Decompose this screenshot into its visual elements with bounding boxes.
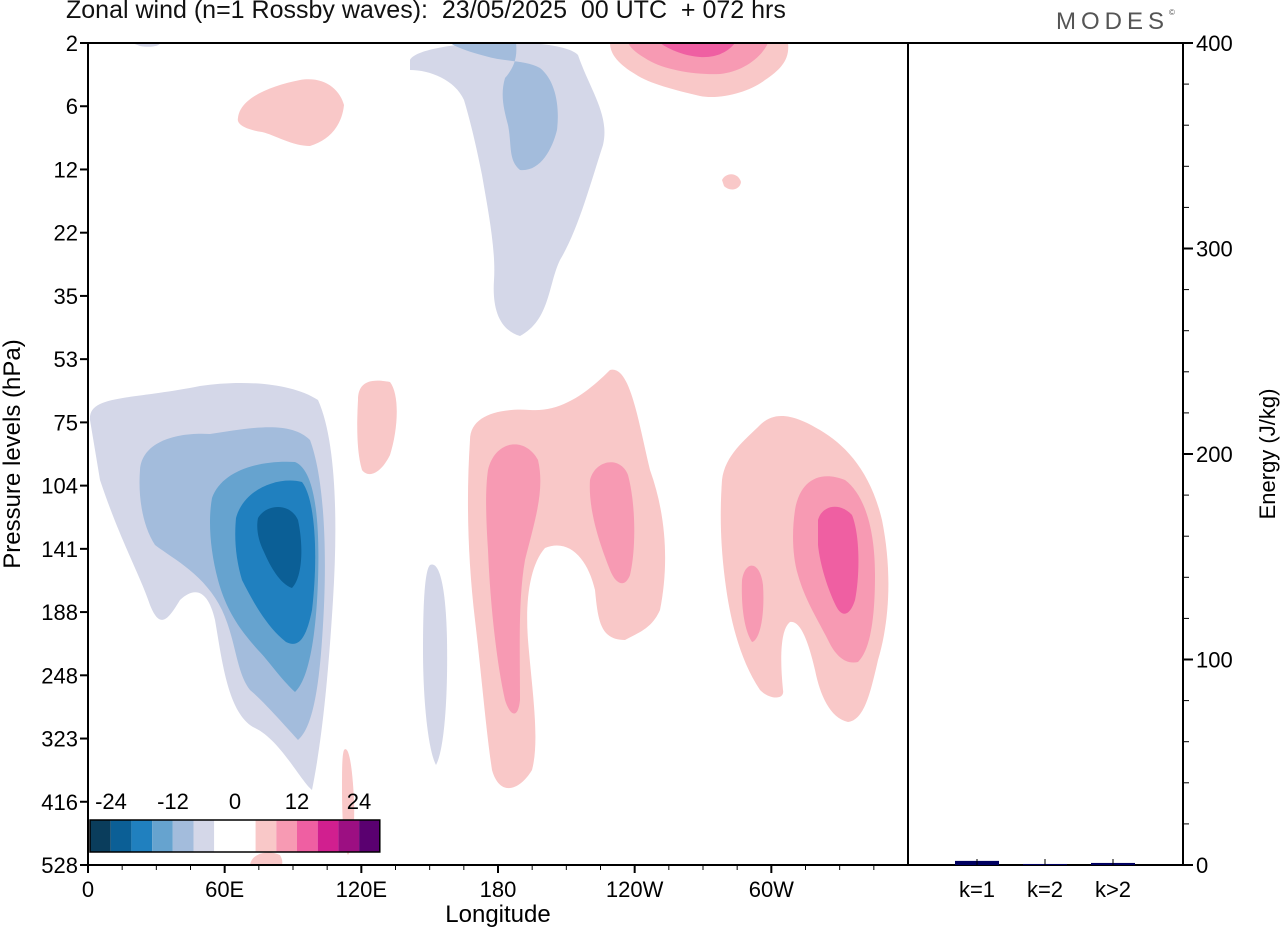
energy-tick-label: 400 xyxy=(1196,31,1233,56)
colorbar-cell xyxy=(276,820,297,852)
y-tick-label: 323 xyxy=(41,727,78,752)
x-axis-ticks: 0 60E 120E 180 120W 60W xyxy=(82,865,875,902)
y-axis-label: Pressure levels (hPa) xyxy=(0,339,26,568)
y-tick-label: 141 xyxy=(41,537,78,562)
y-tick-label: 528 xyxy=(41,853,78,878)
colorbar-cell xyxy=(152,820,173,852)
brand-name: MODES xyxy=(1056,8,1170,35)
y-tick-label: 22 xyxy=(54,221,78,246)
contour-pos-west-small xyxy=(741,565,764,642)
colorbar-cell xyxy=(338,820,360,852)
colorbar-cell xyxy=(110,820,132,852)
contour-pos-120e-blob xyxy=(357,380,397,475)
energy-tick-label: 0 xyxy=(1196,853,1208,878)
y-tick-label: 6 xyxy=(66,94,78,119)
contour-pos-tiny-blob xyxy=(722,174,741,190)
energy-tick-label: 100 xyxy=(1196,648,1233,673)
energy-axis-label: Energy (J/kg) xyxy=(1255,389,1280,520)
contour-field xyxy=(89,43,889,865)
energy-tick-label: 200 xyxy=(1196,442,1233,467)
x-tick-label: 0 xyxy=(82,877,94,902)
x-tick-label: 120W xyxy=(606,877,664,902)
x-tick-label: 180 xyxy=(480,877,517,902)
colorbar-cell xyxy=(234,820,256,852)
colorbar-cell xyxy=(214,820,235,852)
y-axis-ticks: 2 6 12 22 35 53 75 104 141 188 248 323 416 528 xyxy=(41,31,88,878)
energy-axis-ticks: 0 100 200 300 400 xyxy=(1183,31,1233,878)
y-tick-label: 75 xyxy=(54,410,78,435)
energy-bars: k=1 k=2 k>2 xyxy=(955,859,1135,902)
contour-pos-strat-blob xyxy=(237,79,344,146)
energy-tick-label: 300 xyxy=(1196,237,1233,262)
y-tick-label: 416 xyxy=(41,790,78,815)
colorbar-cell xyxy=(172,820,194,852)
contour-neg-level5 xyxy=(257,507,302,588)
chart-title: Zonal wind (n=1 Rossby waves): 23/05/202… xyxy=(66,0,786,24)
contour-pos-upper-l2 xyxy=(628,43,768,75)
bar-category-label: k=2 xyxy=(1027,877,1063,902)
brand-logo: MODES© xyxy=(1056,8,1175,36)
colorbar-label: 0 xyxy=(229,789,241,814)
y-tick-label: 248 xyxy=(41,663,78,688)
colorbar-cell xyxy=(193,820,215,852)
colorbar: -24 -12 0 12 24 xyxy=(89,789,381,853)
colorbar-label: -24 xyxy=(95,789,127,814)
x-axis-label: Longitude xyxy=(445,901,550,928)
colorbar-cell xyxy=(255,820,277,852)
colorbar-cell xyxy=(317,820,339,852)
y-tick-label: 12 xyxy=(54,157,78,182)
y-tick-label: 53 xyxy=(54,347,78,372)
y-tick-label: 188 xyxy=(41,600,78,625)
contour-pos-dateline-l2 xyxy=(486,444,541,714)
copyright-mark: © xyxy=(1169,8,1175,17)
colorbar-frame xyxy=(89,819,381,853)
x-tick-label: 60W xyxy=(749,877,794,902)
y-tick-label: 104 xyxy=(41,474,78,499)
y-tick-label: 2 xyxy=(66,31,78,56)
colorbar-cell xyxy=(131,820,153,852)
x-tick-label: 120E xyxy=(336,877,387,902)
colorbar-cell xyxy=(359,820,380,852)
contour-neg-upper-core xyxy=(450,43,558,171)
x-tick-label: 60E xyxy=(205,877,244,902)
contour-pos-bottom-edge xyxy=(250,852,283,865)
bar-category-label: k=1 xyxy=(959,877,995,902)
colorbar-label: 24 xyxy=(347,789,371,814)
colorbar-cell xyxy=(297,820,318,852)
colorbar-cell xyxy=(90,820,111,852)
colorbar-label: 12 xyxy=(285,789,309,814)
contour-pos-west-l3 xyxy=(818,506,859,614)
contour-pos-160w-l2 xyxy=(589,462,635,584)
colorbar-label: -12 xyxy=(157,789,189,814)
contour-pos-upper-l3 xyxy=(660,43,735,58)
contour-neg-midtrop xyxy=(423,564,448,765)
bar-category-label: k>2 xyxy=(1095,877,1131,902)
y-tick-label: 35 xyxy=(54,284,78,309)
